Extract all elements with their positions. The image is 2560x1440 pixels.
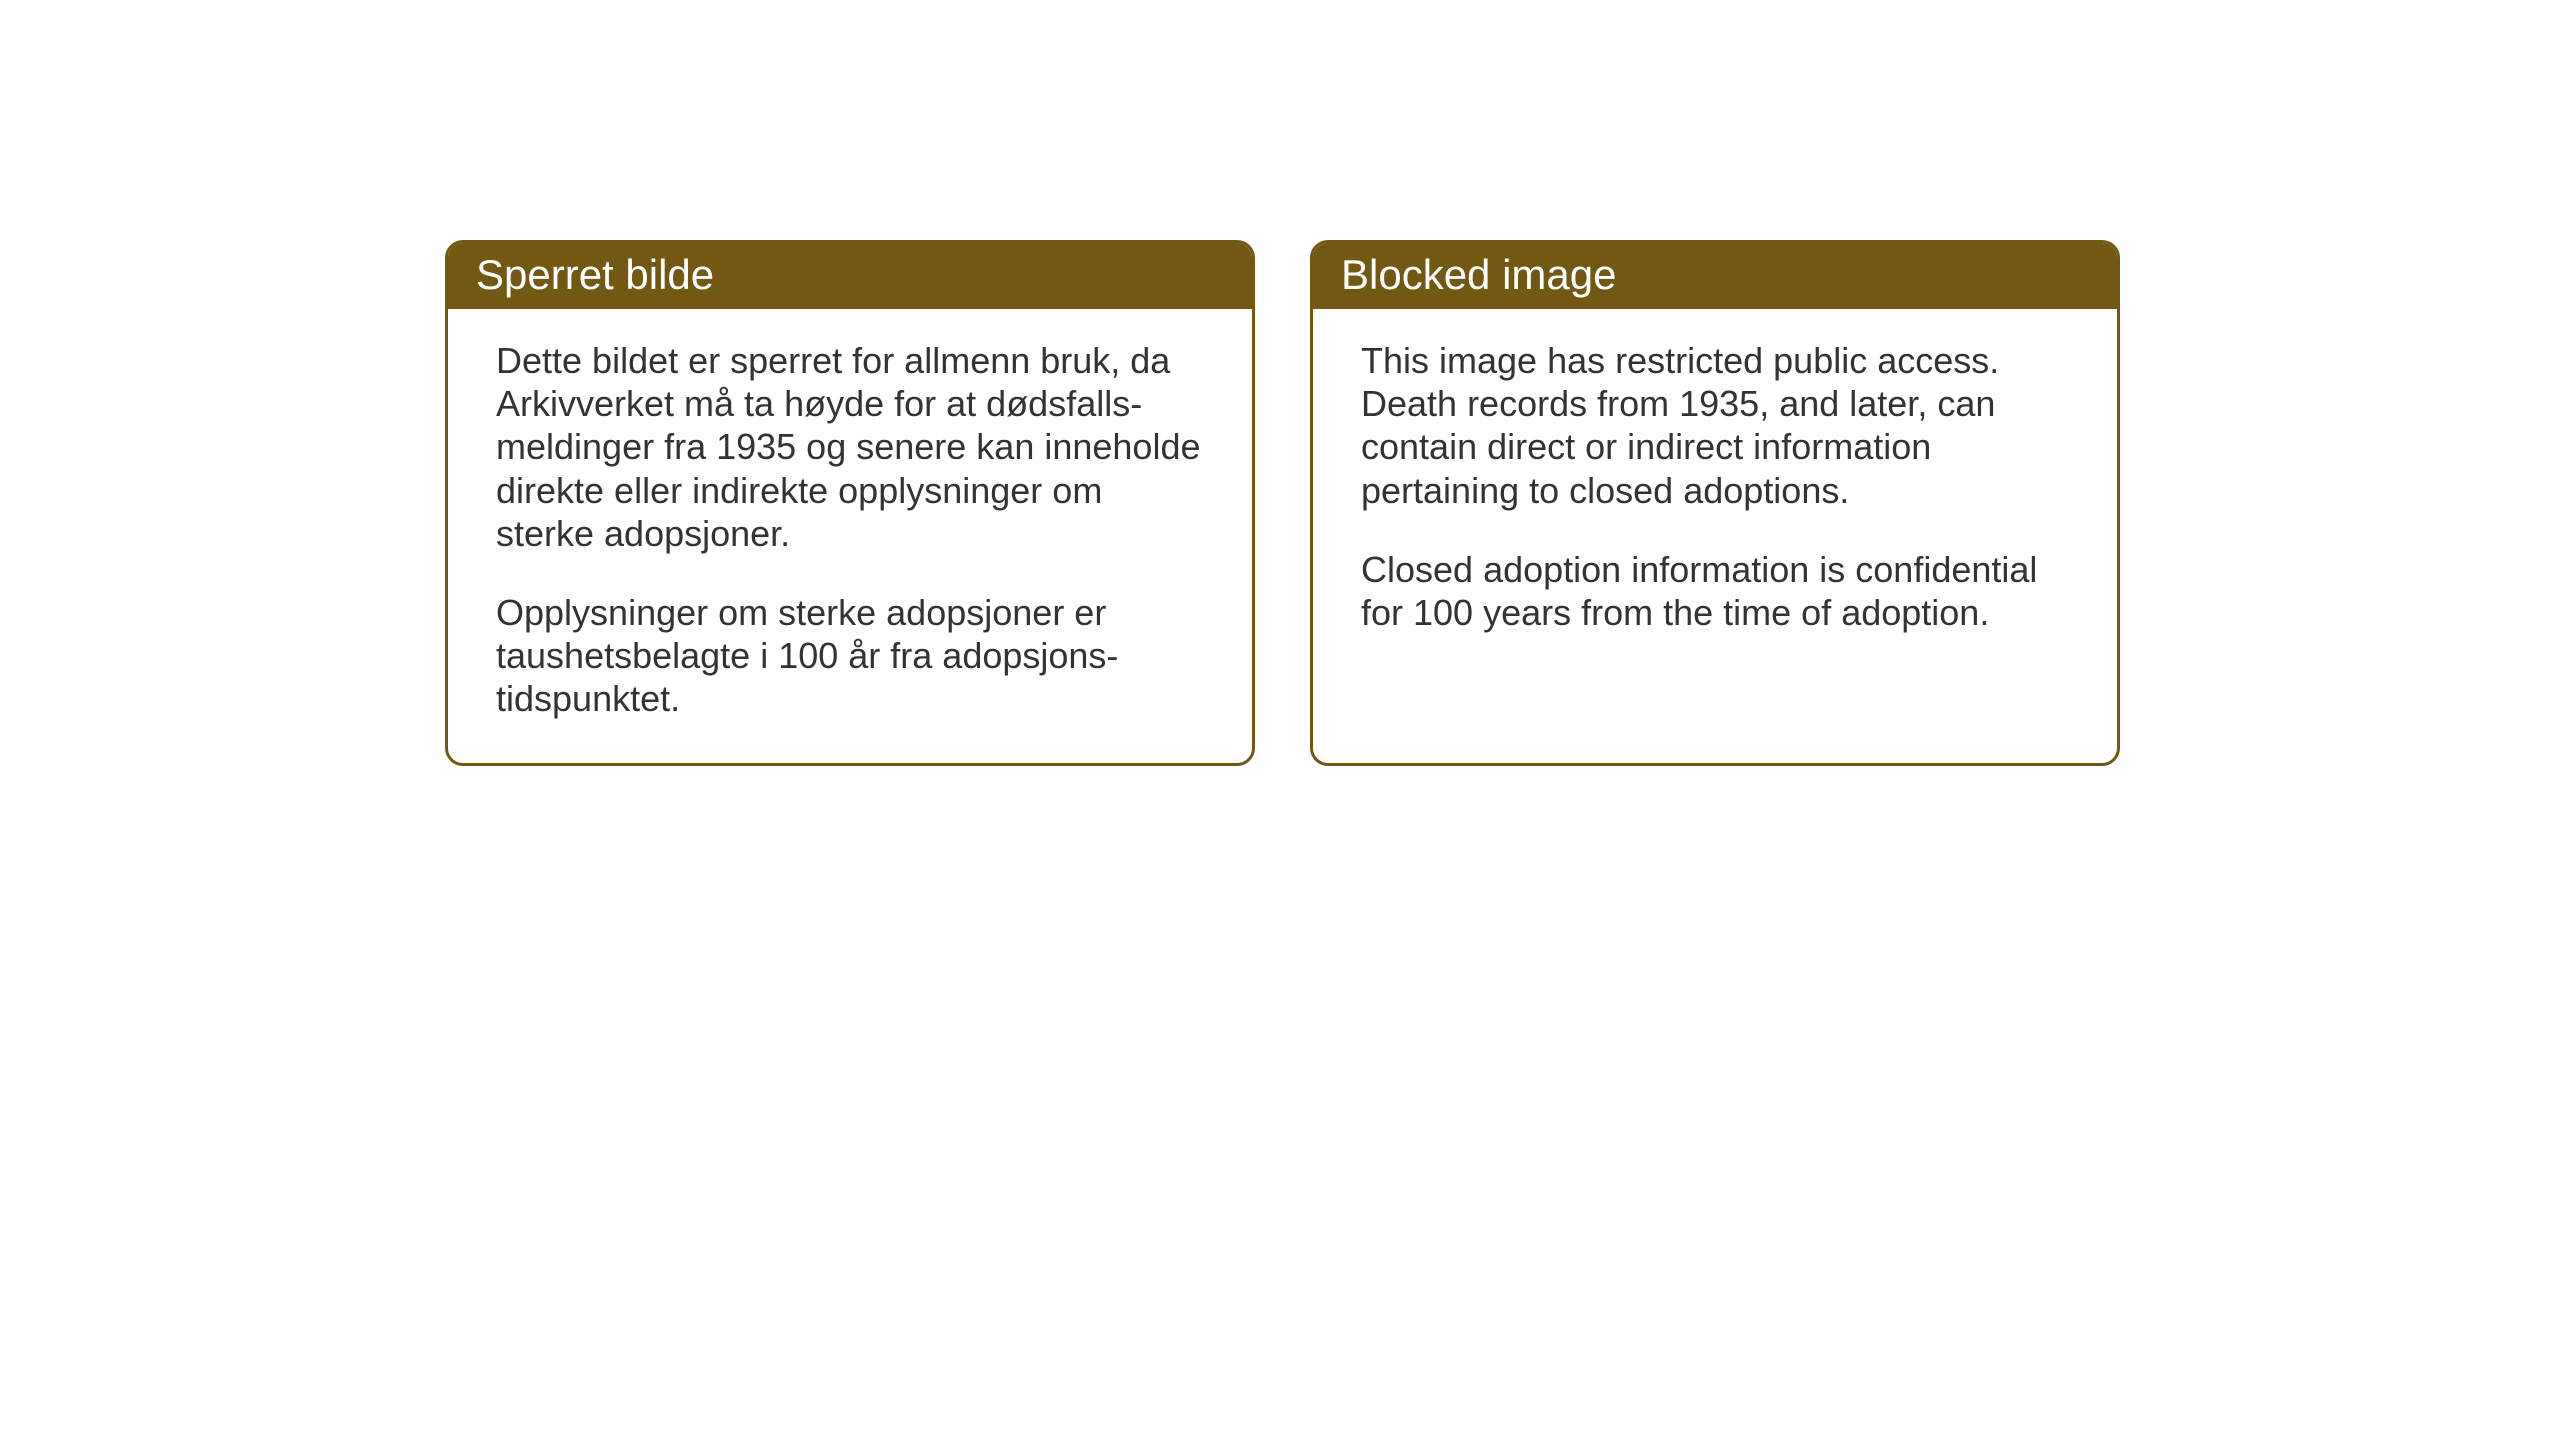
- notice-paragraph: This image has restricted public access.…: [1361, 339, 2069, 512]
- notice-title-norwegian: Sperret bilde: [448, 243, 1252, 309]
- notice-container: Sperret bilde Dette bildet er sperret fo…: [445, 240, 2120, 766]
- notice-body-english: This image has restricted public access.…: [1313, 309, 2117, 724]
- notice-paragraph: Dette bildet er sperret for allmenn bruk…: [496, 339, 1204, 555]
- notice-paragraph: Closed adoption information is confident…: [1361, 548, 2069, 634]
- notice-box-english: Blocked image This image has restricted …: [1310, 240, 2120, 766]
- notice-paragraph: Opplysninger om sterke adopsjoner er tau…: [496, 591, 1204, 721]
- notice-box-norwegian: Sperret bilde Dette bildet er sperret fo…: [445, 240, 1255, 766]
- notice-title-english: Blocked image: [1313, 243, 2117, 309]
- notice-body-norwegian: Dette bildet er sperret for allmenn bruk…: [448, 309, 1252, 763]
